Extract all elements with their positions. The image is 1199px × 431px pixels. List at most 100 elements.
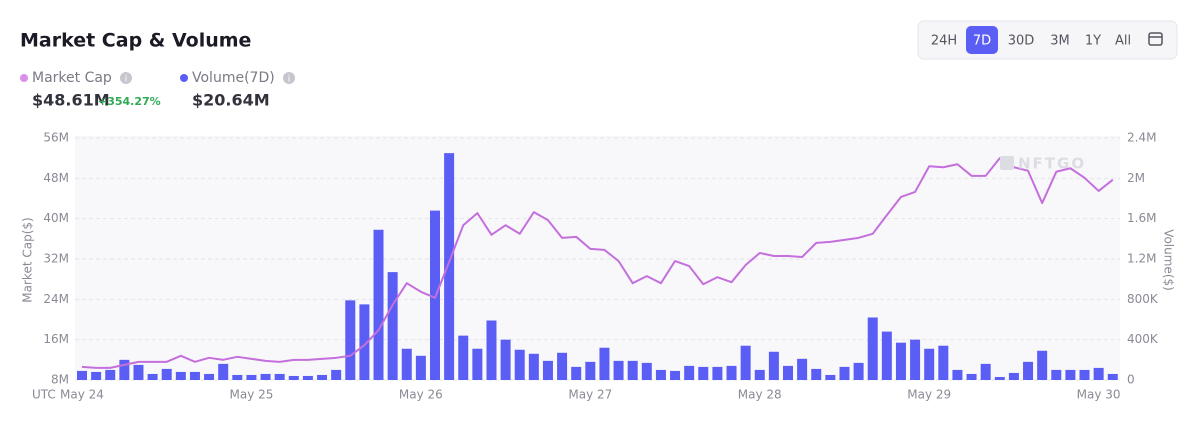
bar <box>458 335 469 380</box>
bar <box>1051 369 1062 380</box>
bar <box>91 371 102 380</box>
y2-tick-label: 2M <box>1127 171 1145 185</box>
y2-tick-label: 800K <box>1127 292 1159 306</box>
chart-title: Market Cap & Volume <box>20 30 251 52</box>
bar <box>881 331 892 380</box>
bar <box>514 349 525 380</box>
bar <box>698 366 709 380</box>
y2-tick-label: 1.2M <box>1127 252 1156 266</box>
range-button-label: 7D <box>973 34 991 49</box>
watermark-logo <box>1000 156 1014 170</box>
plot-area <box>75 136 1120 380</box>
y2-tick-label: 2.4M <box>1127 131 1156 145</box>
bar <box>924 348 935 380</box>
y-tick-label: 24M <box>43 292 69 306</box>
bar <box>345 300 356 380</box>
calendar-button[interactable] <box>1148 32 1163 46</box>
bar <box>966 373 977 380</box>
bar <box>359 304 370 380</box>
bar <box>204 373 215 380</box>
bar <box>670 370 681 380</box>
bar <box>1037 350 1048 380</box>
bar <box>571 366 582 380</box>
bar <box>189 371 200 380</box>
bar <box>246 374 257 380</box>
legend-label: Volume(7D) <box>192 70 275 86</box>
bar <box>599 347 610 380</box>
y2-axis-title: Volume($) <box>1162 229 1176 291</box>
legend-dot <box>20 74 28 82</box>
range-button-label: 1Y <box>1085 34 1101 49</box>
stat-change: +354.27% <box>98 95 161 108</box>
range-button[interactable]: 24H <box>931 34 957 49</box>
legend-dot <box>180 74 188 82</box>
range-button-label: 24H <box>931 34 957 49</box>
bar <box>557 352 568 380</box>
bar <box>797 358 808 380</box>
bar <box>486 320 497 380</box>
bar <box>77 370 87 380</box>
bar <box>317 374 328 380</box>
y-tick-label: 48M <box>43 171 69 185</box>
y-axis-title: Market Cap($) <box>21 217 35 302</box>
bar <box>1093 367 1104 380</box>
x-tick-label: May 24 <box>60 388 104 402</box>
info-icon-glyph: i <box>288 75 291 85</box>
range-button-label: 3M <box>1050 34 1070 49</box>
bar <box>952 369 963 380</box>
bar <box>218 363 229 380</box>
calendar-icon <box>1148 32 1163 46</box>
bar <box>1023 361 1034 380</box>
range-button[interactable]: 30D <box>1008 34 1035 49</box>
bar <box>825 374 836 380</box>
bar <box>754 369 765 380</box>
bar <box>712 366 723 380</box>
y2-tick-label: 1.6M <box>1127 211 1156 225</box>
bar <box>444 153 455 380</box>
bar <box>811 368 822 380</box>
bar <box>684 365 695 380</box>
bar <box>161 368 172 380</box>
stat-value: $48.61M <box>32 91 110 110</box>
bar <box>133 364 144 380</box>
range-button[interactable]: All <box>1115 34 1131 49</box>
x-tick-label: May 27 <box>568 388 612 402</box>
bar <box>938 345 949 380</box>
bar <box>1065 369 1076 380</box>
bar <box>910 339 921 380</box>
x-tick-label: May 30 <box>1077 388 1121 402</box>
bar <box>260 373 271 380</box>
stat-value: $20.64M <box>192 91 270 110</box>
y-tick-label: 56M <box>43 131 69 145</box>
bar <box>768 351 779 380</box>
range-button[interactable]: 1Y <box>1085 34 1101 49</box>
bar <box>274 373 285 380</box>
y-tick-label: 8M <box>51 373 69 387</box>
y-tick-label: 40M <box>43 211 69 225</box>
bar <box>783 365 793 380</box>
bar <box>542 360 553 380</box>
info-icon[interactable] <box>120 72 132 84</box>
range-button[interactable]: 3M <box>1050 34 1070 49</box>
bar <box>232 374 243 380</box>
bar <box>373 229 384 380</box>
y2-tick-label: 400K <box>1127 332 1159 346</box>
bar <box>331 369 342 380</box>
x-tick-label: May 25 <box>229 388 273 402</box>
y2-tick-label: 0 <box>1127 373 1135 387</box>
bar <box>500 339 511 380</box>
line <box>81 157 1114 369</box>
bar <box>415 355 426 380</box>
bar <box>980 363 991 380</box>
range-button[interactable]: 7D <box>966 26 998 54</box>
info-icon[interactable] <box>283 72 295 84</box>
legend-label: Market Cap <box>32 70 112 86</box>
y-tick-label: 32M <box>43 252 69 266</box>
range-button-bg <box>966 26 998 54</box>
y-tick-label: 16M <box>43 332 69 346</box>
bar <box>655 369 666 380</box>
x-tick-label: May 28 <box>738 388 782 402</box>
bar <box>1079 369 1090 380</box>
x-tick-label: May 26 <box>399 388 443 402</box>
